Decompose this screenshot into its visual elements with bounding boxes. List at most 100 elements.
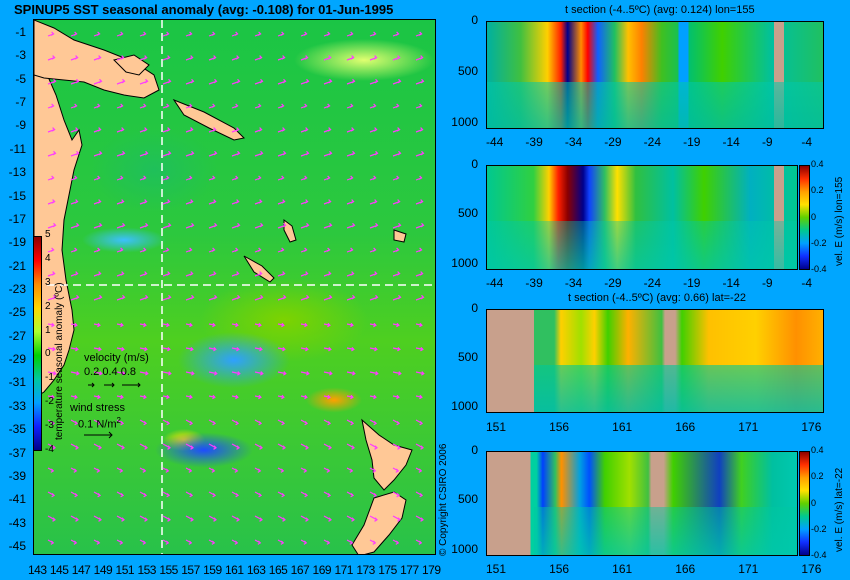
new-caledonia-island	[243, 255, 275, 283]
panel-colorbar-tick: -0.4	[811, 550, 827, 560]
wind-arrow	[346, 103, 354, 109]
panel-x-tick: -44	[486, 135, 504, 149]
wind-arrow	[185, 419, 194, 426]
wind-arrow	[116, 294, 126, 301]
wind-arrow	[162, 175, 170, 181]
wind-arrow	[254, 271, 263, 277]
wind-arrow	[116, 443, 125, 450]
wind-arrow	[208, 419, 217, 426]
wind-arrow	[254, 222, 264, 229]
wind-arrow	[369, 199, 378, 205]
panel-y-tick: 1000	[451, 541, 478, 556]
wind-arrow	[346, 78, 356, 85]
wind-arrow	[369, 491, 378, 498]
wind-stress-scale-arrow	[84, 431, 113, 439]
wind-stress-scale-value: 0.1 N/m	[78, 418, 117, 431]
wind-arrow	[415, 175, 423, 181]
wind-arrow	[415, 199, 424, 205]
panel-x-tick: 166	[675, 420, 696, 434]
wind-arrow	[277, 491, 286, 498]
wind-arrow	[208, 150, 218, 157]
panel-x-tick: 161	[612, 420, 633, 434]
wind-arrow	[47, 515, 56, 522]
wind-arrow	[139, 175, 147, 181]
map-y-tick: -13	[8, 165, 26, 180]
wind-arrow	[415, 515, 424, 522]
wind-arrow	[300, 127, 309, 133]
wind-arrow	[369, 78, 379, 85]
wind-arrow	[346, 322, 354, 328]
wind-arrow	[277, 322, 285, 328]
wind-arrow	[346, 491, 355, 498]
wind-arrow	[47, 271, 56, 277]
wind-arrow	[162, 322, 170, 328]
wind-arrow	[415, 371, 425, 376]
panel4-colorbar	[799, 451, 810, 556]
wind-arrow	[346, 55, 355, 61]
wind-arrow	[47, 371, 57, 376]
wind-arrow	[415, 539, 423, 545]
wind-arrow	[300, 271, 309, 277]
wind-arrow	[70, 322, 78, 328]
wind-arrow	[208, 346, 217, 352]
wind-arrow	[162, 271, 171, 277]
wind-arrow	[254, 515, 263, 522]
map-x-tick: 175	[378, 563, 397, 577]
wind-arrow	[139, 515, 148, 522]
wind-arrow	[369, 103, 377, 109]
panel-colorbar-tick: -0.4	[811, 264, 827, 274]
wind-arrow	[323, 419, 332, 426]
wind-arrow	[139, 127, 148, 133]
wind-arrow	[116, 150, 126, 157]
wind-arrow	[47, 127, 56, 133]
wind-arrow	[254, 371, 264, 376]
wind-arrow	[369, 322, 377, 328]
wind-arrow	[392, 515, 401, 522]
wind-arrow	[300, 491, 309, 498]
fiji-islands	[393, 229, 407, 243]
wind-arrow	[415, 271, 424, 277]
wind-arrow	[70, 247, 78, 253]
map-y-tick: -23	[8, 282, 26, 296]
wind-arrow	[208, 199, 217, 205]
wind-arrow	[392, 491, 401, 498]
map-x-tick: 153	[137, 563, 156, 577]
wind-arrow	[254, 346, 263, 352]
wind-arrow	[231, 322, 239, 328]
wind-arrow	[369, 515, 378, 522]
velocity-scale-arrows	[88, 382, 141, 388]
panel-x-tick: 171	[738, 420, 759, 434]
panel-y-tick: 500	[457, 492, 478, 507]
panel4-deep-layer	[534, 507, 797, 555]
wind-arrow	[139, 222, 149, 229]
wind-arrow	[300, 150, 310, 157]
wind-arrow	[346, 247, 354, 253]
panel-x-tick: -24	[643, 135, 662, 149]
wind-arrow	[323, 55, 332, 61]
panel4-velocity-section-lat	[486, 451, 798, 556]
wind-arrow	[70, 515, 79, 522]
panel4-colorbar-label: vel. E (m/s) lat=-22	[834, 467, 845, 552]
wind-arrow	[415, 103, 423, 109]
wind-arrow	[93, 443, 102, 450]
wind-arrow	[369, 443, 378, 450]
panel4-y-axis: 0 500 1000	[446, 443, 484, 556]
wind-arrow	[392, 539, 400, 545]
wind-arrow	[47, 31, 55, 37]
wind-arrow	[231, 394, 239, 400]
wind-arrow	[185, 55, 194, 61]
wind-arrow	[162, 150, 172, 157]
wind-arrow	[162, 78, 172, 85]
wind-arrow	[139, 346, 148, 352]
wind-arrow	[116, 55, 125, 61]
wind-arrow	[231, 150, 241, 157]
wind-arrow	[346, 443, 355, 450]
panel-x-tick: -34	[564, 135, 583, 149]
wind-arrow	[277, 31, 285, 37]
wind-arrow	[323, 127, 332, 133]
map-y-tick: -17	[8, 211, 26, 226]
wind-arrow	[254, 322, 262, 328]
map-y-tick: -43	[8, 515, 26, 530]
panel-y-tick: 0	[471, 443, 478, 457]
wind-arrow	[254, 419, 263, 426]
